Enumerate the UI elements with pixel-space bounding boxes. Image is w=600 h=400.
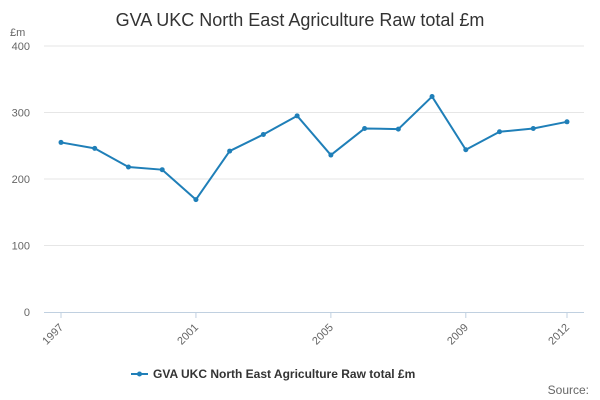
y-tick-label: 200: [12, 174, 30, 186]
data-point[interactable]: [92, 145, 98, 151]
gridlines: [44, 45, 584, 246]
y-tick-label: 100: [12, 241, 30, 253]
axes: 0 100 200 300 400 1997 2001 2005 2009 2012: [12, 41, 584, 347]
x-tick-label: 2012: [546, 322, 572, 348]
data-point[interactable]: [159, 167, 165, 173]
data-point[interactable]: [395, 126, 401, 132]
source-label: Source:: [548, 383, 589, 397]
x-tick-label: 2005: [310, 322, 336, 348]
x-tick-label: 1997: [40, 322, 66, 348]
x-tick-label: 2001: [175, 322, 201, 348]
data-point[interactable]: [362, 125, 368, 131]
data-point[interactable]: [260, 131, 266, 137]
data-point[interactable]: [463, 147, 469, 153]
data-point[interactable]: [564, 119, 570, 125]
legend-label: GVA UKC North East Agriculture Raw total…: [153, 367, 415, 381]
data-point[interactable]: [193, 197, 199, 203]
series-line: [60, 95, 568, 201]
data-point[interactable]: [497, 129, 503, 135]
data-point[interactable]: [328, 152, 334, 158]
data-point[interactable]: [58, 139, 64, 145]
y-tick-label: 0: [24, 307, 30, 319]
x-tick-label: 2009: [445, 322, 471, 348]
data-point[interactable]: [429, 94, 435, 100]
data-point[interactable]: [530, 125, 536, 131]
legend[interactable]: GVA UKC North East Agriculture Raw total…: [131, 367, 415, 381]
legend-point-marker: [137, 371, 142, 377]
data-point[interactable]: [227, 148, 233, 154]
data-point[interactable]: [125, 164, 131, 170]
chart-title: GVA UKC North East Agriculture Raw total…: [116, 10, 485, 30]
y-axis-unit-label: £m: [10, 27, 25, 39]
y-tick-label: 400: [12, 41, 30, 53]
y-tick-label: 300: [12, 108, 30, 120]
series-layer: [58, 94, 570, 203]
data-point[interactable]: [294, 113, 300, 119]
